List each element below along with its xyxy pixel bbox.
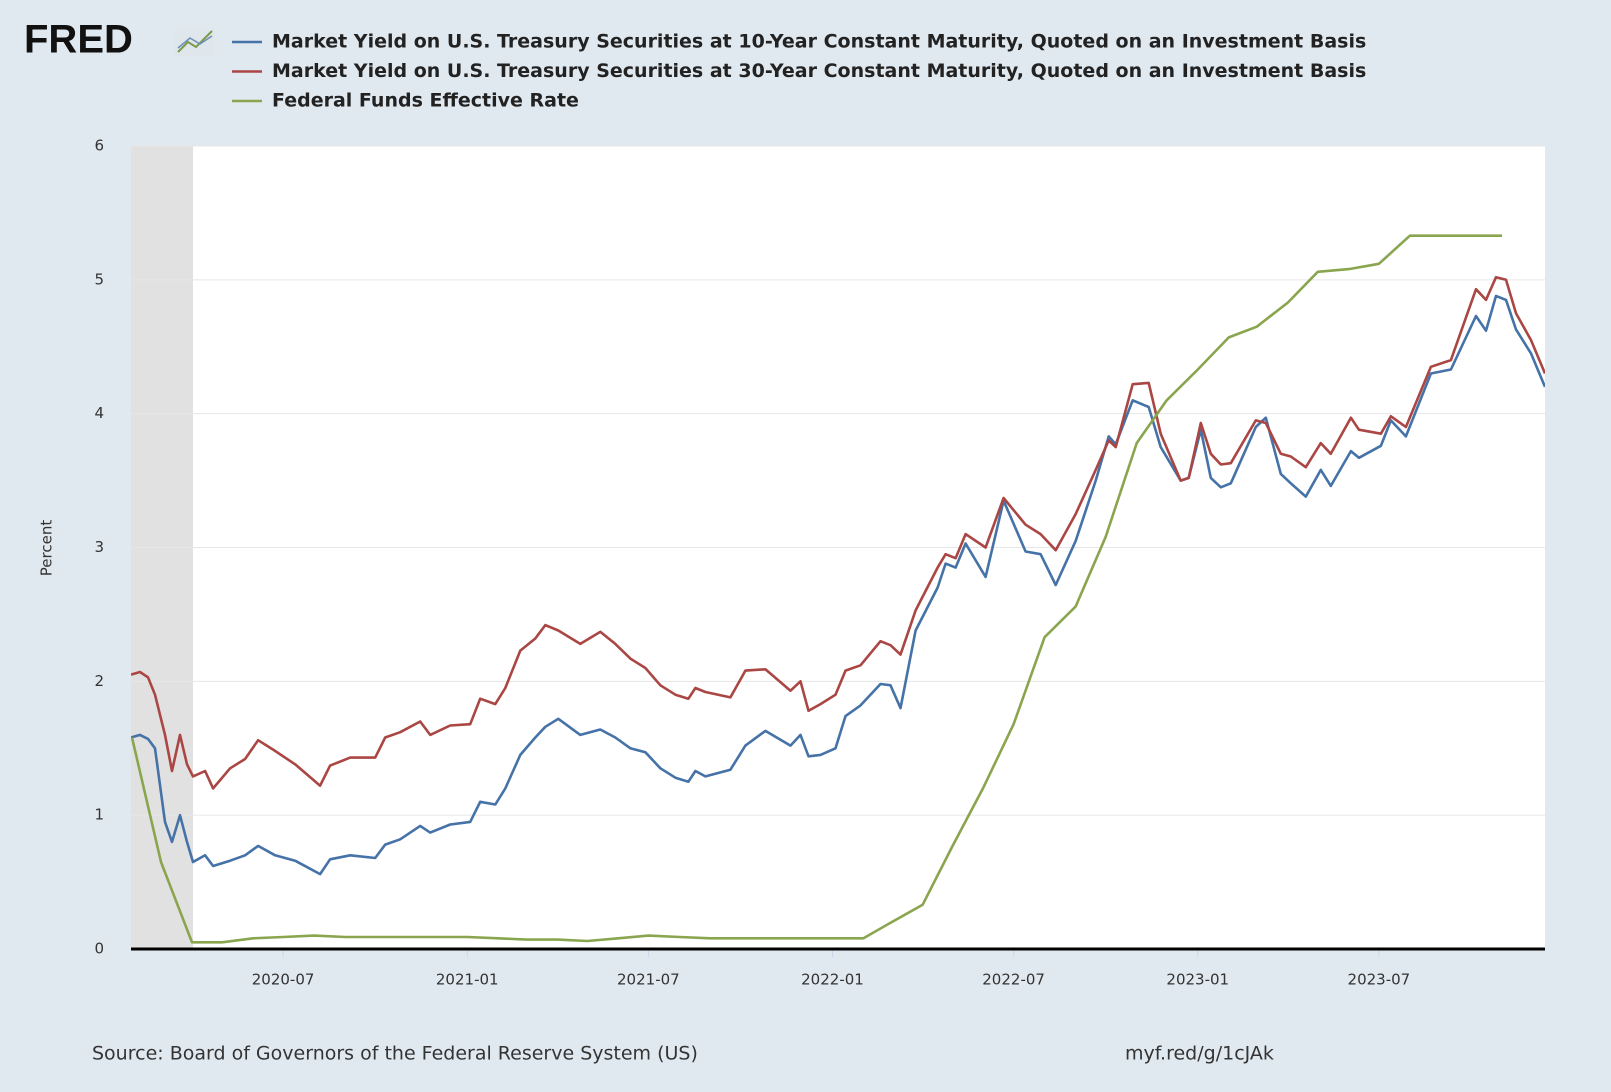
series-lines: [131, 234, 1545, 944]
y-tick-label: 4: [94, 404, 104, 422]
y-tick-label: 3: [94, 538, 104, 556]
legend-label: Federal Funds Effective Rate: [272, 90, 579, 112]
x-tick-label: 2020-07: [252, 971, 315, 989]
y-tick-label: 5: [94, 270, 104, 288]
x-tick-label: 2022-01: [801, 971, 864, 989]
x-tick-label: 2021-01: [436, 971, 499, 989]
y-tick-label: 6: [94, 137, 104, 155]
legend-label: Market Yield on U.S. Treasury Securities…: [272, 31, 1366, 53]
x-tick-label: 2023-07: [1348, 971, 1411, 989]
short-url: myf.red/g/1cJAk: [1125, 1043, 1274, 1065]
y-tick-label: 1: [94, 806, 104, 824]
y-axis-label: Percent: [38, 520, 56, 577]
source: Source: Board of Governors of the Federa…: [92, 1043, 698, 1065]
series-line: [131, 234, 1502, 944]
x-tick-label: 2021-07: [617, 971, 680, 989]
x-tick-label: 2022-07: [982, 971, 1045, 989]
logo: FRED: [24, 18, 133, 62]
series-line: [131, 294, 1545, 876]
y-tick-label: 0: [94, 940, 104, 958]
logo-icon: [175, 28, 215, 56]
x-tick-label: 2023-01: [1166, 971, 1229, 989]
series-line: [131, 275, 1545, 790]
legend-label: Market Yield on U.S. Treasury Securities…: [272, 60, 1366, 82]
y-tick-label: 2: [94, 672, 104, 690]
